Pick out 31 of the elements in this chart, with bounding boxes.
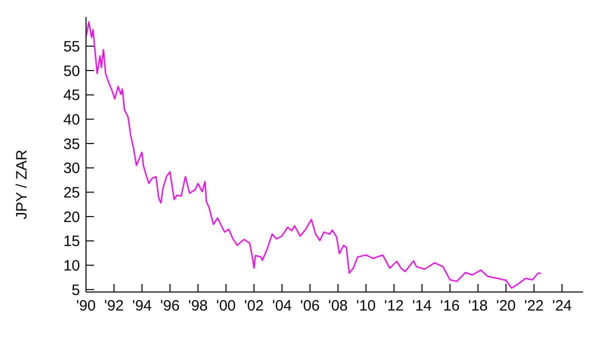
x-tick-label: '20 (496, 298, 516, 315)
x-tick-label: '08 (328, 298, 348, 315)
x-tick-label: '16 (440, 298, 460, 315)
x-tick-label: '96 (160, 298, 180, 315)
x-tick-label: '10 (356, 298, 376, 315)
y-tick-label: 50 (63, 62, 80, 80)
x-tick-label: '94 (132, 298, 152, 315)
x-tick-label: '02 (244, 298, 264, 315)
y-axis-title: JPY / ZAR (13, 149, 30, 220)
x-tick-label: '22 (524, 298, 544, 315)
x-tick-label: '04 (272, 298, 292, 315)
x-tick-label: '14 (412, 298, 432, 315)
line-series (86, 21, 542, 289)
y-tick-label: 25 (63, 184, 80, 202)
y-tick-label: 10 (63, 258, 80, 275)
y-tick-label: 20 (63, 208, 80, 226)
y-tick-label: 35 (63, 136, 80, 153)
x-tick-label: '12 (384, 298, 404, 315)
y-tick-label: 45 (63, 87, 80, 104)
x-tick-label: '06 (300, 298, 320, 315)
x-tick-label: '00 (216, 298, 236, 315)
x-tick-label: '18 (468, 298, 488, 315)
x-tick-label: '98 (188, 298, 208, 315)
x-tick-label: '92 (104, 298, 124, 315)
x-tick-label: '90 (76, 298, 96, 315)
y-tick-label: 15 (63, 233, 80, 250)
x-tick-label: '24 (552, 298, 572, 315)
y-tick-label: 40 (63, 112, 80, 129)
y-tick-label: 55 (63, 38, 80, 56)
y-tick-label: 5 (72, 282, 80, 299)
y-tick-label: 30 (63, 160, 80, 178)
